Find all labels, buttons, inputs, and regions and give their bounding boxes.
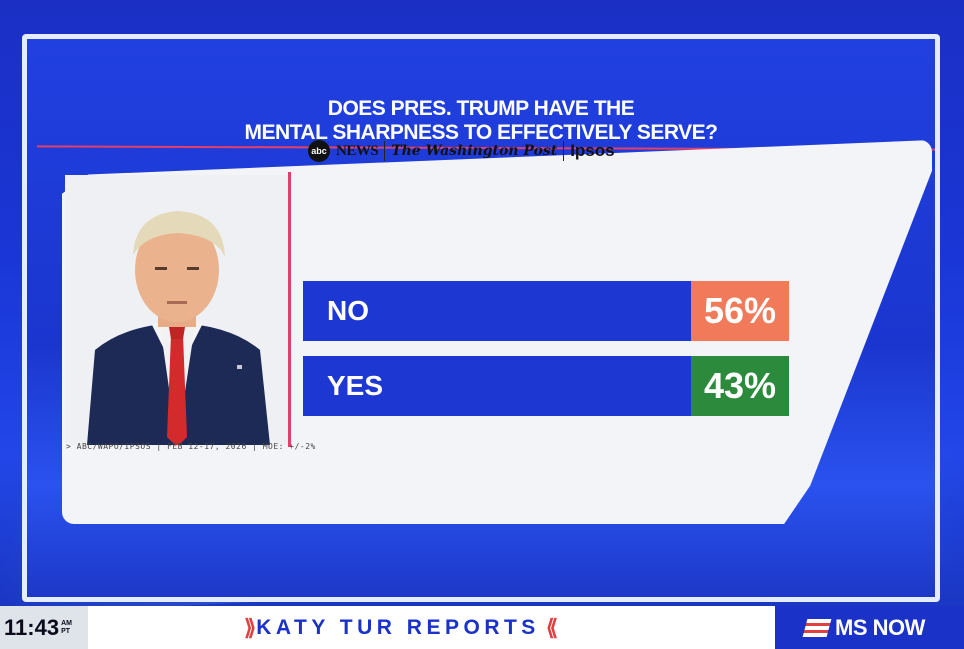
network-name: MS NOW — [835, 614, 925, 640]
poll-title-line-1: DOES PRES. TRUMP HAVE THE — [327, 97, 635, 120]
clock-tz: PT — [61, 627, 71, 635]
pollster-logos: abc NEWS The Washington Post Ipsos — [308, 136, 615, 166]
bar-no: NO 56% — [303, 281, 789, 341]
poll-title-line-2: MENTAL SHARPNESS TO EFFECTIVELY SERVE? — [244, 121, 718, 144]
clock: 11:43 AM PT — [0, 606, 88, 649]
network-logo: MS NOW — [775, 606, 964, 649]
chevron-right-icon: ⟫ — [244, 615, 257, 640]
photo-divider — [288, 172, 291, 447]
show-title: KATY TUR REPORTS — [256, 616, 540, 639]
clock-am: AM — [61, 619, 72, 627]
washington-post-logo: The Washington Post — [391, 143, 558, 159]
candidate-photo — [65, 175, 290, 447]
clock-time: 11:43 — [4, 614, 60, 640]
ipsos-logo: Ipsos — [570, 141, 615, 160]
bar-label-yes: YES — [303, 356, 691, 416]
bar-yes: YES 43% — [303, 356, 789, 416]
flag-icon — [802, 618, 832, 637]
source-line: > ABC/WAPO/IPSOS | FEB 12-17, 2026 | MOE… — [66, 442, 316, 451]
clock-ampm: AM PT — [61, 620, 72, 636]
logo-divider — [563, 141, 565, 161]
bar-label-no: NO — [303, 281, 691, 341]
portrait-illustration-icon — [65, 175, 290, 447]
bar-value-yes: 43% — [691, 356, 789, 416]
chevron-left-icon: ⟪ — [545, 615, 559, 640]
show-name: ⟫ KATY TUR REPORTS ⟪ — [238, 612, 558, 644]
poll-title: DOES PRES. TRUMP HAVE THE MENTAL SHARPNE… — [27, 97, 935, 145]
abc-news-logo: NEWS — [336, 142, 379, 159]
abc-logo-icon: abc — [308, 140, 330, 162]
bar-value-no: 56% — [691, 281, 789, 341]
logo-divider — [384, 141, 386, 161]
